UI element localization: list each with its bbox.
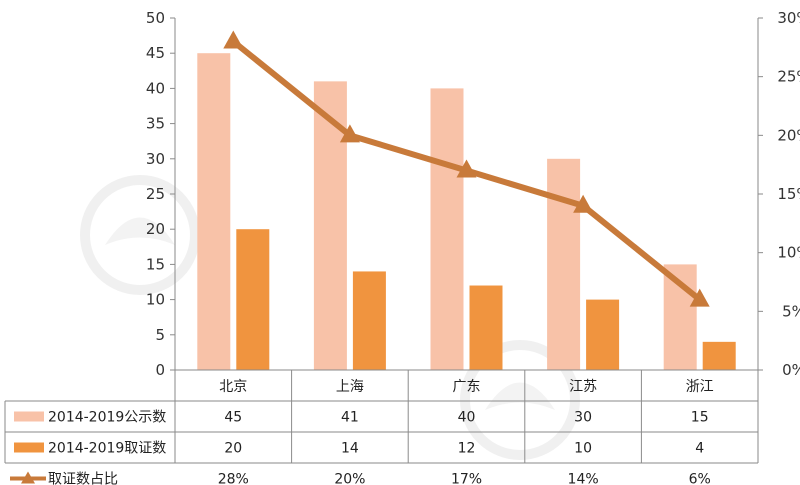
legend-swatch [14, 411, 44, 422]
table-cell-value: 15 [691, 410, 709, 426]
category-label: 上海 [336, 379, 364, 395]
category-label: 浙江 [686, 379, 714, 395]
y-left-tick-label: 5 [155, 326, 165, 344]
legend-swatch [14, 442, 44, 453]
table-cell-value: 20 [224, 441, 242, 457]
table-cell-value: 40 [458, 410, 476, 426]
y-left-tick-label: 50 [146, 9, 165, 27]
y-left-tick-label: 25 [146, 185, 165, 203]
y-right-tick-label: 0% [782, 361, 800, 379]
y-left-tick-label: 10 [146, 291, 165, 309]
watermark-leaf [485, 382, 555, 410]
y-right-tick-label: 15% [777, 185, 800, 203]
watermark-leaf [105, 217, 175, 245]
table-cell-value: 17% [451, 472, 482, 485]
y-left-tick-label: 0 [155, 361, 165, 379]
watermark-seal [80, 175, 200, 295]
line-point-marker [456, 159, 477, 178]
bar-certified-count [586, 299, 620, 370]
y-right-tick-label: 5% [782, 302, 800, 320]
table-cell-value: 28% [218, 472, 249, 485]
table-cell-value: 4 [695, 441, 704, 457]
category-label: 北京 [219, 379, 247, 395]
y-left-tick-label: 20 [146, 220, 165, 238]
bar-certified-count [352, 271, 386, 370]
table-row-label: 取证数占比 [48, 472, 118, 485]
table-cell-value: 6% [689, 472, 711, 485]
bar-public-count [547, 158, 581, 370]
line-point-marker [573, 194, 594, 213]
table-row-label: 2014-2019公示数 [48, 410, 166, 426]
y-right-tick-label: 10% [777, 244, 800, 262]
watermark-seal [460, 340, 580, 460]
y-left-tick-label: 30 [146, 150, 165, 168]
line-point-marker [689, 288, 710, 307]
y-right-tick-label: 20% [777, 126, 800, 144]
line-point-marker [223, 30, 244, 49]
table-cell-value: 45 [224, 410, 242, 426]
table-cell-value: 10 [574, 441, 592, 457]
category-label: 江苏 [569, 379, 597, 395]
y-left-tick-label: 45 [146, 44, 165, 62]
y-right-tick-label: 30% [777, 9, 800, 27]
y-left-tick-label: 40 [146, 79, 165, 97]
legend-marker-key [21, 471, 35, 484]
bar-public-count [430, 88, 464, 371]
table-row-label: 2014-2019取证数 [48, 441, 166, 457]
bar-certified-count [702, 341, 736, 370]
y-left-tick-label: 15 [146, 255, 165, 273]
table-cell-value: 20% [334, 472, 365, 485]
bar-public-count [313, 81, 347, 371]
category-label: 广东 [453, 379, 481, 395]
y-right-tick-label: 25% [777, 68, 800, 86]
bar-certified-count [236, 229, 270, 370]
y-left-tick-label: 35 [146, 115, 165, 133]
line-point-marker [339, 124, 360, 143]
table-cell-value: 14% [568, 472, 599, 485]
table-cell-value: 41 [341, 410, 359, 426]
table-cell-value: 12 [458, 441, 476, 457]
bar-certified-count [469, 285, 503, 370]
table-cell-value: 14 [341, 441, 359, 457]
table-cell-value: 30 [574, 410, 592, 426]
bar-public-count [197, 53, 231, 370]
